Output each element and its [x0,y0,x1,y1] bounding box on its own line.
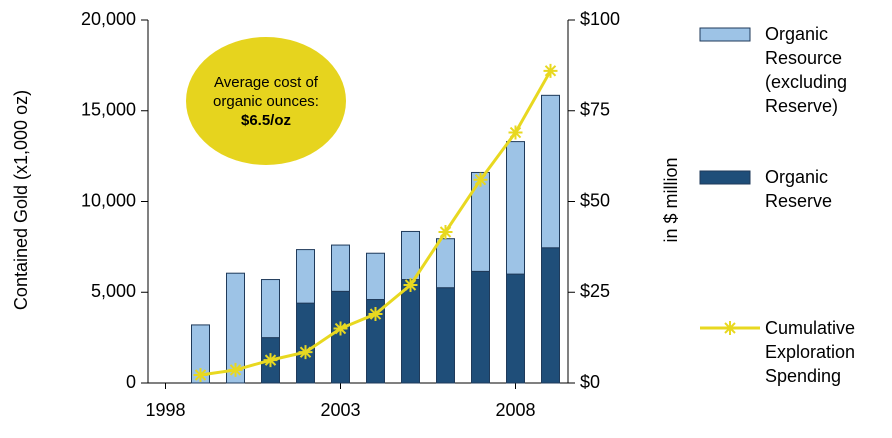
annotation-value: $6.5/oz [240,111,292,129]
bar [296,302,315,384]
bar [471,171,490,272]
legend-label: Organic Resource (excluding Reserve) [765,24,848,116]
x-tick-label: 2003 [320,400,360,420]
y-tick-label: 5,000 [91,281,136,301]
y-tick-label: 10,000 [81,190,136,210]
bar [366,252,385,301]
bar [401,279,420,384]
marker [438,224,453,239]
x-tick-label: 2008 [495,400,535,420]
bar [401,230,420,281]
bar [471,270,490,384]
y-tick-label: 20,000 [81,9,136,29]
legend-swatch [699,170,751,185]
marker [543,63,558,78]
bar [261,279,280,339]
bar [541,247,560,384]
marker [723,321,737,335]
marker [298,345,313,360]
y2-tick-label: $0 [580,372,600,392]
marker [508,125,523,140]
bar [506,141,525,275]
bar [226,272,245,384]
bar [436,238,455,289]
legend-label: Organic Reserve [765,167,833,211]
marker [368,307,383,322]
bar [331,290,350,384]
bar [191,324,210,384]
y2-tick-label: $100 [580,9,620,29]
x-tick-label: 1998 [145,400,185,420]
annotation-text: Average cost of organic ounces: [213,73,319,110]
bar [296,249,315,304]
y2-axis-label: in $ million [661,157,681,242]
marker [473,172,488,187]
y-axis-label: Contained Gold (x1,000 oz) [11,90,31,310]
marker [193,368,208,383]
bar [436,287,455,384]
bar [331,244,350,292]
marker [228,362,243,377]
y2-tick-label: $25 [580,281,610,301]
bar [541,94,560,249]
annotation: Average cost of organic ounces: $6.5/oz [186,37,346,165]
y-tick-label: 15,000 [81,100,136,120]
marker [403,277,418,292]
y2-tick-label: $50 [580,190,610,210]
y2-tick-label: $75 [580,100,610,120]
y-tick-label: 0 [126,372,136,392]
legend-swatch [699,27,751,42]
marker [333,321,348,336]
bar [506,273,525,384]
marker [263,353,278,368]
legend-label: Cumulative Exploration Spending [765,318,856,386]
